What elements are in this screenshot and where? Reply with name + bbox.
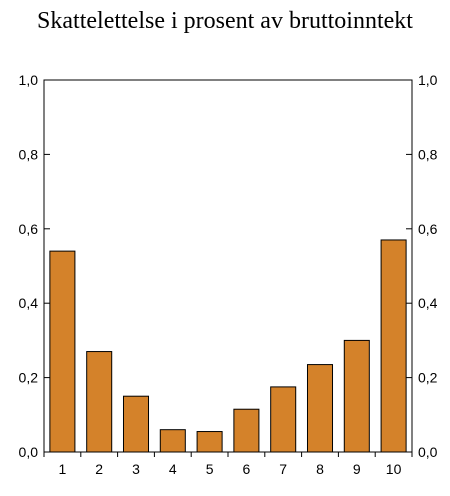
bar-4	[159, 429, 186, 453]
x-tick-label: 1	[59, 461, 67, 477]
x-tick-label: 7	[279, 461, 287, 477]
bar-10	[380, 239, 407, 453]
left-tick-label: 0,4	[19, 295, 39, 311]
x-tick-label: 5	[206, 461, 214, 477]
left-axis: 0,0 0,2 0,4 0,6 0,8 1,0	[19, 72, 50, 460]
bar-8	[306, 364, 334, 453]
x-tick-label: 4	[169, 461, 177, 477]
bars-group	[49, 239, 407, 453]
bar-6	[233, 408, 260, 453]
right-tick-label: 0,6	[418, 221, 438, 237]
left-tick-label: 1,0	[19, 72, 39, 88]
x-tick-label: 8	[316, 461, 324, 477]
left-tick-label: 0,6	[19, 221, 39, 237]
right-tick-label: 0,8	[418, 146, 438, 162]
x-tick-label: 6	[243, 461, 251, 477]
right-tick-label: 0,4	[418, 295, 438, 311]
bar-1	[49, 250, 76, 453]
chart-title: Skattelettelse i prosent av bruttoinntek…	[37, 8, 413, 34]
right-tick-label: 0,0	[418, 444, 438, 460]
left-tick-label: 0,0	[19, 444, 39, 460]
bar-2	[86, 351, 113, 453]
x-tick-label: 3	[132, 461, 140, 477]
x-axis: 1 2 3 4 5 6 7 8 9 10	[43, 452, 413, 477]
right-axis: 0,0 0,2 0,4 0,6 0,8 1,0	[406, 72, 438, 460]
bar-9	[343, 339, 370, 453]
left-tick-label: 0,2	[19, 370, 39, 386]
x-tick-label: 9	[353, 461, 361, 477]
bar-5	[196, 431, 223, 453]
bar-7	[270, 386, 297, 453]
left-tick-label: 0,8	[19, 146, 39, 162]
bar-3	[122, 395, 150, 453]
right-tick-label: 1,0	[418, 72, 438, 88]
right-tick-label: 0,2	[418, 370, 438, 386]
x-tick-label: 10	[386, 461, 402, 477]
x-tick-label: 2	[95, 461, 103, 477]
